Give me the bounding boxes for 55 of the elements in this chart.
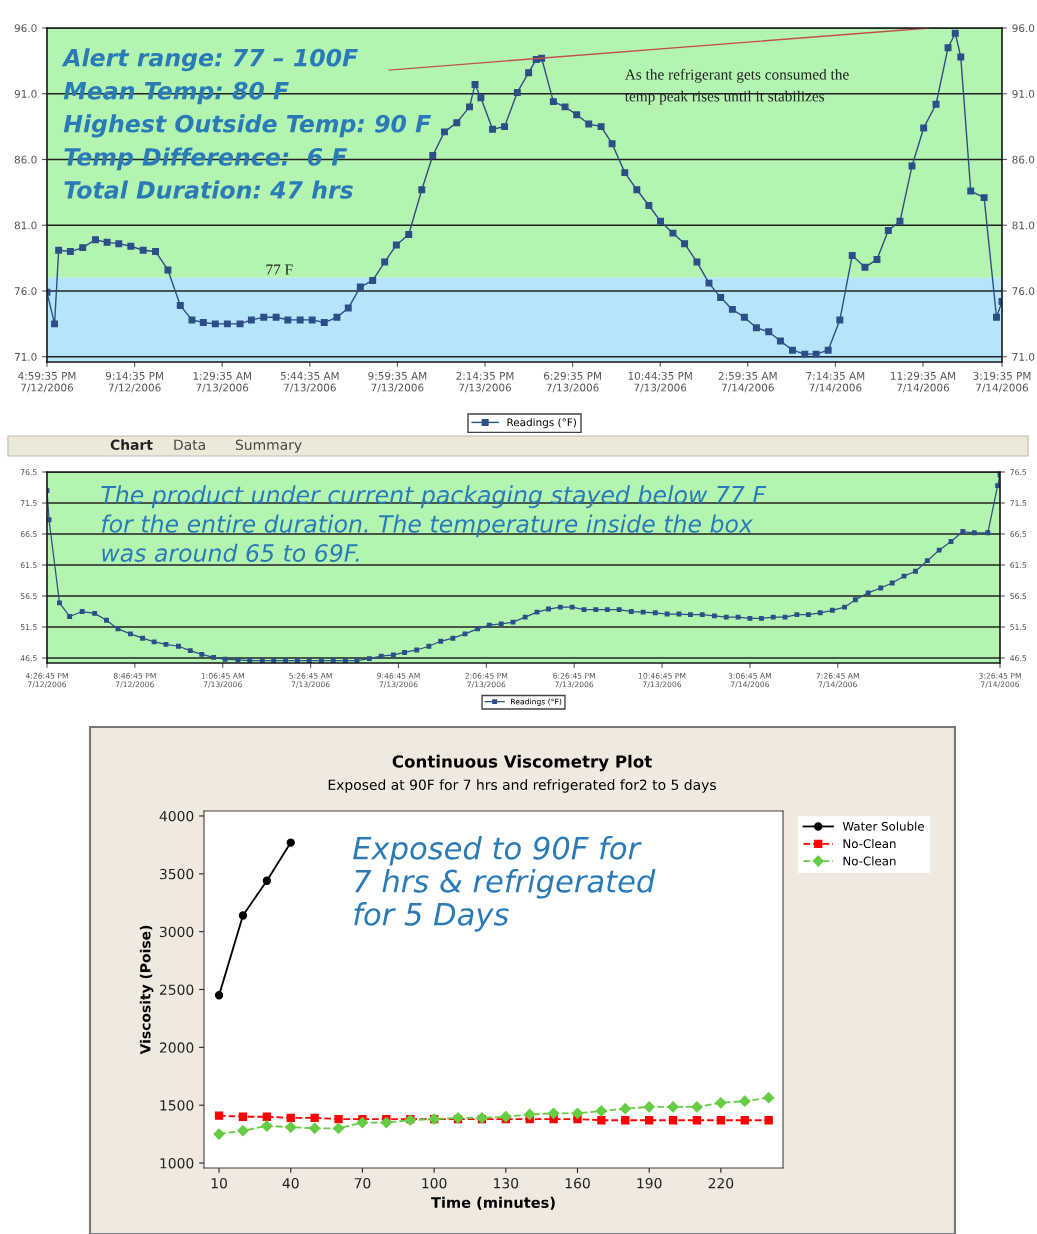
x-tick-label: 70 — [354, 1177, 371, 1189]
y-tick-label: 1500 — [160, 1100, 194, 1111]
x-tick-label: 5:44:35 AM 7/13/2006 — [280, 371, 339, 393]
x-tick-label: 9:14:35 PM 7/12/2006 — [105, 371, 163, 393]
x-tick-label: 1:29:35 AM 7/13/2006 — [193, 371, 251, 393]
annotation: 77 F — [266, 264, 293, 275]
x-tick-label: 2:59:35 AM 7/14/2006 — [718, 371, 777, 393]
y2-tick-label: 86.0 — [1012, 155, 1035, 164]
y-tick-label: 4000 — [159, 810, 194, 822]
y-axis-title: Viscosity (Poise) — [139, 925, 154, 1055]
annotation: Highest Outside Temp: 90 F — [63, 114, 431, 138]
annotation: Alert range: 77 – 100F — [61, 48, 358, 72]
x-tick-label: 11:29:35 AM 7/14/2006 — [891, 371, 956, 393]
x-tick-label: 130 — [494, 1177, 519, 1189]
text: Data — [174, 439, 205, 451]
x-tick-label: 9:59:35 AM 7/13/2006 — [368, 371, 427, 393]
text: Chart — [110, 439, 153, 451]
y-tick-label: 71.0 — [14, 352, 37, 361]
x-tick-label: 3:19:35 PM 7/14/2006 — [973, 371, 1031, 393]
x-tick-label: 10 — [211, 1177, 227, 1189]
y-tick-label: 81.0 — [14, 221, 37, 230]
x-tick-label: 4:59:35 PM 7/12/2006 — [18, 371, 76, 393]
x-tick-label: 2:14:35 PM 7/13/2006 — [456, 371, 514, 393]
legend-label: Readings (°F) — [507, 418, 576, 429]
annotation: Exposed to 90F for 7 hrs & refrigerated for 5 Days — [353, 835, 656, 932]
chart-title: Continuous Viscometry Plot — [392, 754, 652, 772]
annotation: Total Duration: 47 hrs — [64, 180, 353, 199]
y-tick-label: 2500 — [159, 984, 194, 995]
y-tick-label: 86.0 — [14, 155, 37, 164]
x-tick-label: 10:44:35 PM 7/13/2006 — [628, 371, 692, 393]
legend-label: No-Clean — [843, 856, 896, 866]
y2-tick-label: 96.0 — [1012, 24, 1035, 33]
y-tick-label: 3500 — [159, 868, 194, 880]
y2-tick-label: 81.0 — [1012, 221, 1035, 230]
chart-subtitle: Exposed at 90F for 7 hrs and refrigerated for2 to 5 days — [328, 779, 716, 793]
x-tick-label: 100 — [422, 1177, 447, 1189]
y-tick-label: 3000 — [159, 926, 194, 938]
x-tick-label: 220 — [708, 1177, 734, 1189]
x-tick-label: 160 — [565, 1177, 590, 1189]
x-tick-label: 7:14:35 AM 7/14/2006 — [806, 371, 865, 393]
y-tick-label: 2000 — [159, 1042, 194, 1053]
y-tick-label: 96.0 — [14, 24, 37, 33]
y2-tick-label: 91.0 — [1012, 89, 1035, 98]
y-tick-label: 91.0 — [14, 89, 37, 98]
y-tick-label: 76.0 — [14, 287, 37, 296]
x-tick-label: 190 — [637, 1177, 662, 1189]
text: Summary — [235, 439, 302, 453]
x-tick-label: 40 — [282, 1177, 299, 1189]
x-axis-title: Time (minutes) — [431, 1196, 555, 1210]
y2-tick-label: 76.0 — [1012, 287, 1035, 296]
legend-label: Water Soluble — [842, 821, 924, 831]
x-tick-label: 6:29:35 PM 7/13/2006 — [543, 371, 601, 393]
legend-label: No-Clean — [843, 838, 896, 849]
y2-tick-label: 71.0 — [1012, 352, 1035, 361]
y-tick-label: 1000 — [160, 1157, 194, 1169]
